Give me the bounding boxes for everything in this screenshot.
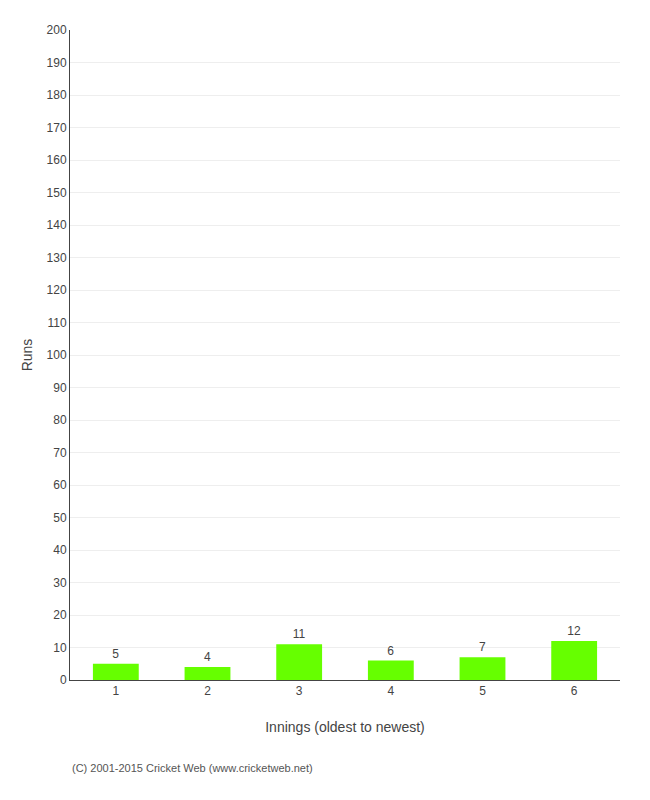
svg-text:170: 170 — [47, 121, 67, 135]
svg-text:3: 3 — [296, 684, 303, 698]
svg-text:90: 90 — [53, 381, 67, 395]
svg-text:12: 12 — [567, 624, 581, 638]
svg-text:50: 50 — [53, 511, 67, 525]
svg-text:5: 5 — [479, 684, 486, 698]
svg-text:180: 180 — [47, 88, 67, 102]
svg-text:150: 150 — [47, 186, 67, 200]
svg-text:100: 100 — [47, 348, 67, 362]
svg-text:4: 4 — [204, 650, 211, 664]
svg-text:160: 160 — [47, 153, 67, 167]
svg-text:7: 7 — [479, 640, 486, 654]
svg-text:0: 0 — [60, 673, 67, 687]
svg-text:2: 2 — [204, 684, 211, 698]
svg-text:(C) 2001-2015 Cricket Web (www: (C) 2001-2015 Cricket Web (www.cricketwe… — [72, 762, 313, 774]
svg-text:11: 11 — [293, 627, 306, 641]
svg-text:200: 200 — [47, 23, 67, 37]
svg-text:140: 140 — [47, 218, 67, 232]
svg-text:70: 70 — [53, 446, 67, 460]
svg-text:110: 110 — [47, 316, 66, 330]
svg-text:1: 1 — [112, 684, 119, 698]
svg-text:30: 30 — [53, 576, 67, 590]
svg-text:10: 10 — [53, 641, 67, 655]
svg-text:4: 4 — [387, 684, 394, 698]
svg-text:120: 120 — [47, 283, 67, 297]
svg-text:130: 130 — [47, 251, 67, 265]
svg-text:20: 20 — [53, 608, 67, 622]
svg-text:6: 6 — [387, 644, 394, 658]
svg-text:60: 60 — [53, 478, 67, 492]
svg-text:40: 40 — [53, 543, 67, 557]
svg-text:6: 6 — [571, 684, 578, 698]
svg-text:Innings (oldest to newest): Innings (oldest to newest) — [265, 719, 425, 735]
svg-text:80: 80 — [53, 413, 67, 427]
svg-text:5: 5 — [112, 647, 119, 661]
svg-text:190: 190 — [47, 56, 67, 70]
svg-text:Runs: Runs — [19, 339, 35, 372]
